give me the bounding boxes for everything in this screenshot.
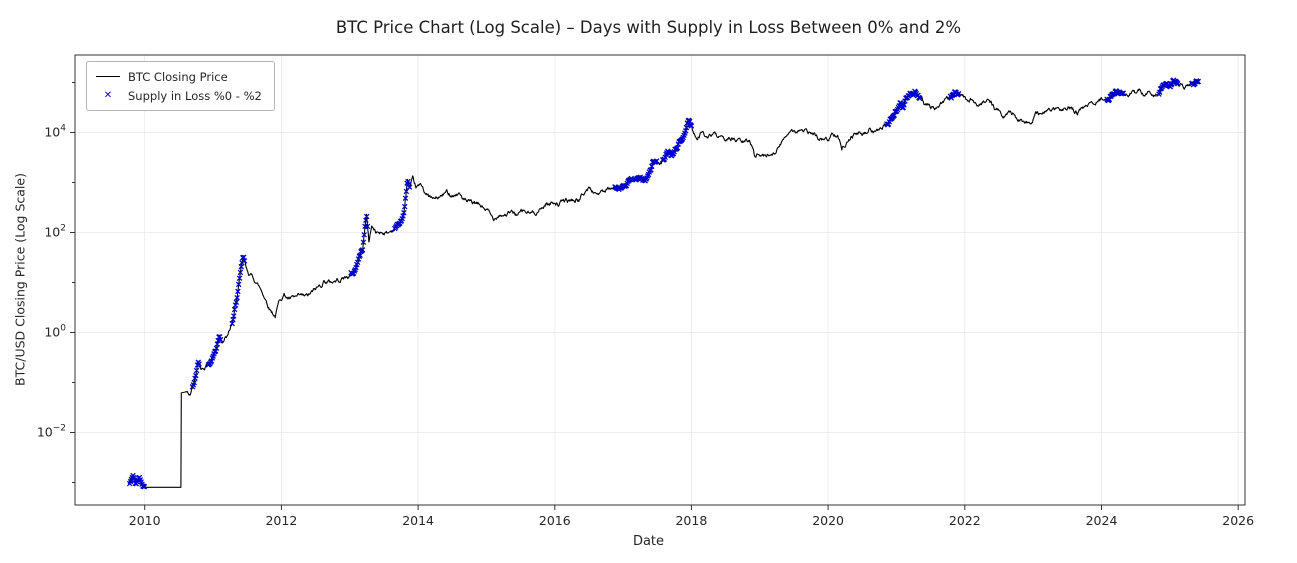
x-axis-label: Date [632,534,665,549]
x-marker-icon: ✕ [103,89,113,101]
legend-label-supply-loss: Supply in Loss %0 - %2 [128,88,262,103]
legend: BTC Closing Price ✕ Supply in Loss %0 - … [86,61,275,111]
y-axis-label: BTC/USD Closing Price (Log Scale) [12,173,28,386]
axis-ticks [70,82,1239,510]
y-tick-label: 102 [44,224,66,240]
y-tick-label: 104 [44,124,66,140]
plot-border [74,54,1246,506]
x-tick-label: 2016 [539,513,571,528]
legend-label-price: BTC Closing Price [128,69,228,84]
line-swatch-icon [96,76,120,77]
x-tick-label: 2014 [402,513,434,528]
x-tick-label: 2012 [265,513,297,528]
chart-title: BTC Price Chart (Log Scale) – Days with … [335,18,962,37]
gridlines [75,55,1245,505]
supply-loss-markers [126,77,1202,490]
legend-entry-supply-loss: ✕ Supply in Loss %0 - %2 [96,86,262,105]
x-tick-label: 2020 [812,513,844,528]
x-tick-label: 2022 [949,513,981,528]
y-tick-label: 100 [44,324,66,340]
x-tick-label: 2010 [129,513,161,528]
legend-entry-price-line: BTC Closing Price [96,67,262,86]
tick-labels: 2010 2012 2014 2016 2018 2020 2022 2024 2026 10−2… [37,124,1254,529]
btc-price-line [129,79,1199,488]
x-tick-label: 2018 [675,513,707,528]
x-tick-label: 2026 [1222,513,1254,528]
x-tick-label: 2024 [1086,513,1118,528]
y-tick-label: 10−2 [37,424,66,440]
